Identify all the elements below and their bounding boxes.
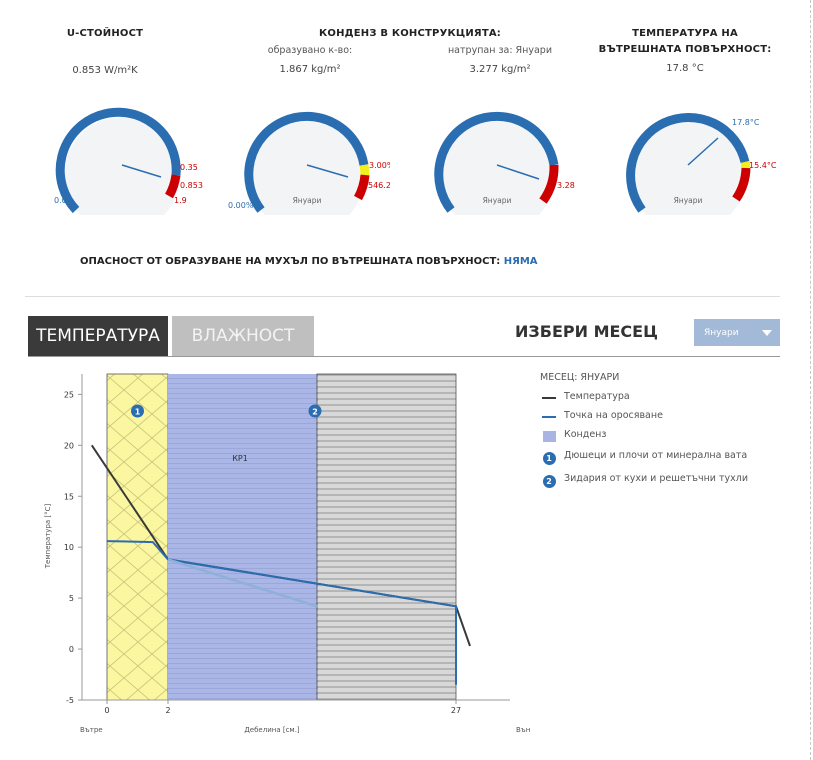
layer-1-badge-icon: 1 xyxy=(542,452,556,465)
surface-temp-needle xyxy=(687,137,719,166)
dewpoint-line-icon xyxy=(542,416,556,418)
legend-item-label: Температура xyxy=(564,391,630,402)
surface-temp-label-1: 17.8°C xyxy=(732,118,760,127)
mould-risk: ОПАСНОСТ ОТ ОБРАЗУВАНЕ НА МУХЪЛ ПО ВЪТРЕ… xyxy=(80,256,538,267)
layer-2-brick xyxy=(316,373,457,701)
legend-item-dewpoint: Точка на оросяване xyxy=(540,410,750,421)
y-tick-label: -5 xyxy=(66,696,74,705)
month-select[interactable]: Януари xyxy=(694,319,780,346)
surface-temp-metric: ТЕМПЕРАТУРА НА ВЪТРЕШНАТА ПОВЪРХНОСТ: 17… xyxy=(585,28,785,74)
u-value-metric: U-СТОЙНОСТ 0.853 W/m²K xyxy=(40,28,170,76)
u-value-title: U-СТОЙНОСТ xyxy=(66,28,144,39)
condensation-dried-value: 3.277 kg/m² xyxy=(469,64,531,75)
y-tick-label: 10 xyxy=(64,543,74,552)
surface-temp-label-2: 15.4°C xyxy=(749,161,777,170)
condensation-formed-label: образувано к-во: xyxy=(267,45,353,56)
surface-temp-gauge: Януари 17.8°C 15.4°C xyxy=(626,113,777,215)
tab-underline xyxy=(28,356,780,357)
choose-month-label: ИЗБЕРИ МЕСЕЦ xyxy=(515,322,658,341)
page-edge xyxy=(809,0,811,760)
dried-center-label: Януари xyxy=(483,196,512,205)
layer-badge-icon xyxy=(131,404,144,418)
x-right-label: Вън xyxy=(516,726,530,734)
layer-1-mineral-wool xyxy=(106,373,169,701)
merged-series-line xyxy=(167,558,318,608)
condensation-zone xyxy=(168,374,317,700)
u-value-value: 0.853 W/m²K xyxy=(72,65,138,76)
legend-item-layer-2: 2 Зидария от кухи и решетъчни тухли xyxy=(540,473,750,488)
condensate-center-label: Януари xyxy=(293,196,322,205)
x-tick-label: 0 xyxy=(104,706,109,715)
u-value-label-2: 0.853 xyxy=(180,181,203,190)
dried-min-label: 0 xyxy=(439,192,444,201)
surface-temp-title-1: ТЕМПЕРАТУРА НА xyxy=(632,28,738,39)
condensate-needle xyxy=(306,164,349,178)
tab-temperature[interactable]: ТЕМПЕРАТУРА xyxy=(28,316,168,356)
mould-risk-label: ОПАСНОСТ ОТ ОБРАЗУВАНЕ НА МУХЪЛ ПО ВЪТРЕ… xyxy=(80,256,501,267)
u-value-label-1: 0.35 xyxy=(180,163,198,172)
dried-needle xyxy=(496,164,540,180)
legend-item-label: Конденз xyxy=(564,429,607,440)
condensate-gauge: Януари 0.00% 3.00% 546.25% xyxy=(228,111,390,215)
y-tick-label: 15 xyxy=(64,492,74,501)
y-tick-label: 20 xyxy=(64,441,74,450)
layer-badge-number: 1 xyxy=(135,408,141,417)
dried-label-1: 3.28 xyxy=(557,181,575,190)
surface-temp-value: 17.8 °C xyxy=(666,63,704,74)
layer-2-badge-icon: 2 xyxy=(542,475,556,488)
condensation-dried-label: натрупан за: Януари xyxy=(447,45,553,56)
condensation-formed-value: 1.867 kg/m² xyxy=(279,64,341,75)
legend-item-label: Дюшеци и плочи от минерална вата xyxy=(564,450,748,461)
u-value-gauge: 0.0 0.35 0.853 1.9 xyxy=(54,107,203,215)
y-axis-label: Температура [°C] xyxy=(44,503,52,569)
u-value-needle xyxy=(121,164,162,178)
dewpoint-series-line xyxy=(106,540,457,685)
y-tick-label: 0 xyxy=(69,645,74,654)
condensation-square-icon xyxy=(542,431,556,442)
u-value-label-3: 1.9 xyxy=(174,196,187,205)
legend-month: МЕСЕЦ: ЯНУАРИ xyxy=(540,372,620,383)
temperature-line-icon xyxy=(542,397,556,399)
chart-legend: МЕСЕЦ: ЯНУАРИ Температура Точка на орося… xyxy=(540,372,750,496)
condensation-zone-label: КР1 xyxy=(232,454,248,463)
dried-gauge: Януари 0 3.28 xyxy=(434,111,575,215)
layer-badge-number: 2 xyxy=(312,408,318,417)
y-tick-label: 5 xyxy=(69,594,74,603)
condensate-label-2: 546.25% xyxy=(368,181,390,190)
condensate-min-label: 0.00% xyxy=(228,201,254,210)
legend-item-layer-1: 1 Дюшеци и плочи от минерална вата xyxy=(540,450,750,465)
tab-humidity[interactable]: ВЛАЖНОСТ xyxy=(172,316,314,356)
condensation-title: КОНДЕНЗ В КОНСТРУКЦИЯТА: xyxy=(319,28,501,39)
y-tick-label: 25 xyxy=(64,390,74,399)
month-select-value: Януари xyxy=(704,327,739,338)
legend-item-condensation: Конденз xyxy=(540,429,750,442)
x-axis-label: Дебелина [см.] xyxy=(244,726,300,734)
condensate-label-1: 3.00% xyxy=(369,161,390,170)
legend-item-temperature: Температура xyxy=(540,391,750,402)
x-tick-label: 27 xyxy=(451,706,461,715)
chevron-down-icon xyxy=(762,330,772,336)
surface-temp-title-2: ВЪТРЕШНАТА ПОВЪРХНОСТ: xyxy=(598,44,772,55)
legend-item-label: Зидария от кухи и решетъчни тухли xyxy=(564,473,749,484)
temperature-chart: 25 20 15 10 5 0 -5 0 2 27 Температура [°C] Дебелина… xyxy=(44,373,530,734)
layer-badge-icon xyxy=(308,404,322,418)
mould-risk-value: НЯМА xyxy=(503,256,538,267)
condensation-metric: КОНДЕНЗ В КОНСТРУКЦИЯТА: образувано к-во… xyxy=(250,28,570,75)
u-value-min-label: 0.0 xyxy=(54,196,67,205)
x-left-label: Вътре xyxy=(80,726,103,734)
x-tick-label: 2 xyxy=(165,706,170,715)
legend-item-label: Точка на оросяване xyxy=(564,410,663,421)
surface-temp-center-label: Януари xyxy=(674,196,703,205)
section-divider xyxy=(25,296,780,297)
